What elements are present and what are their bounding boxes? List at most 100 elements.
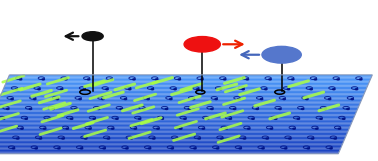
Circle shape [246, 79, 249, 80]
Circle shape [107, 138, 110, 139]
Polygon shape [1, 93, 364, 95]
Circle shape [116, 118, 118, 119]
Circle shape [17, 138, 19, 139]
Circle shape [238, 99, 240, 100]
Polygon shape [0, 112, 356, 113]
Polygon shape [0, 116, 355, 117]
Circle shape [334, 138, 336, 139]
Circle shape [239, 148, 242, 149]
Circle shape [333, 89, 335, 90]
Circle shape [161, 118, 164, 119]
Circle shape [157, 128, 159, 129]
Polygon shape [0, 120, 353, 121]
Circle shape [43, 128, 46, 129]
Circle shape [175, 138, 178, 139]
Circle shape [291, 79, 294, 80]
Circle shape [110, 79, 113, 80]
Circle shape [38, 89, 40, 90]
Circle shape [147, 99, 149, 100]
Circle shape [85, 138, 87, 139]
Circle shape [42, 79, 45, 80]
Circle shape [102, 99, 104, 100]
Circle shape [21, 128, 23, 129]
Polygon shape [0, 147, 341, 148]
Polygon shape [0, 106, 359, 108]
Circle shape [184, 118, 186, 119]
Circle shape [328, 99, 331, 100]
Circle shape [138, 118, 141, 119]
Circle shape [307, 148, 310, 149]
Polygon shape [0, 138, 345, 139]
Polygon shape [6, 81, 369, 83]
Circle shape [311, 138, 314, 139]
Polygon shape [5, 85, 368, 87]
Circle shape [229, 118, 232, 119]
Polygon shape [0, 129, 349, 130]
Polygon shape [0, 146, 342, 147]
Circle shape [223, 79, 226, 80]
Circle shape [184, 37, 220, 52]
Circle shape [262, 46, 301, 63]
Circle shape [133, 79, 135, 80]
Circle shape [283, 99, 285, 100]
Circle shape [48, 118, 50, 119]
Circle shape [83, 89, 85, 90]
Polygon shape [7, 79, 370, 80]
Circle shape [134, 128, 136, 129]
Polygon shape [5, 84, 368, 85]
Circle shape [125, 148, 128, 149]
Circle shape [180, 128, 182, 129]
Circle shape [242, 89, 244, 90]
Circle shape [155, 79, 158, 80]
Polygon shape [8, 77, 371, 79]
Polygon shape [0, 131, 348, 133]
Circle shape [151, 89, 153, 90]
Polygon shape [0, 135, 346, 137]
Circle shape [129, 89, 131, 90]
Circle shape [221, 138, 223, 139]
Circle shape [66, 128, 68, 129]
Polygon shape [0, 128, 350, 129]
Polygon shape [0, 104, 360, 105]
Polygon shape [0, 141, 344, 142]
Circle shape [62, 138, 64, 139]
Polygon shape [0, 130, 349, 131]
Polygon shape [0, 137, 345, 138]
Polygon shape [0, 113, 356, 114]
Polygon shape [8, 76, 372, 77]
Polygon shape [2, 92, 365, 93]
Circle shape [289, 138, 291, 139]
Polygon shape [0, 133, 347, 134]
Polygon shape [0, 108, 358, 109]
Circle shape [287, 89, 290, 90]
Circle shape [248, 128, 250, 129]
Polygon shape [0, 100, 361, 101]
Polygon shape [0, 110, 357, 112]
Circle shape [148, 148, 151, 149]
Circle shape [19, 79, 22, 80]
Polygon shape [0, 118, 353, 120]
Polygon shape [0, 145, 342, 146]
Polygon shape [0, 139, 344, 141]
Circle shape [25, 118, 28, 119]
Polygon shape [0, 125, 351, 126]
Polygon shape [0, 99, 362, 100]
Circle shape [2, 118, 5, 119]
Circle shape [11, 99, 13, 100]
Circle shape [56, 99, 59, 100]
Circle shape [194, 148, 196, 149]
Circle shape [297, 118, 300, 119]
Circle shape [216, 148, 219, 149]
Polygon shape [0, 123, 352, 125]
Circle shape [198, 138, 200, 139]
Circle shape [202, 128, 204, 129]
Circle shape [192, 99, 195, 100]
Circle shape [316, 128, 318, 129]
Polygon shape [0, 103, 360, 104]
Polygon shape [0, 117, 354, 118]
Circle shape [274, 118, 277, 119]
Polygon shape [4, 87, 367, 88]
Circle shape [314, 79, 317, 80]
Circle shape [12, 148, 15, 149]
Circle shape [124, 99, 127, 100]
